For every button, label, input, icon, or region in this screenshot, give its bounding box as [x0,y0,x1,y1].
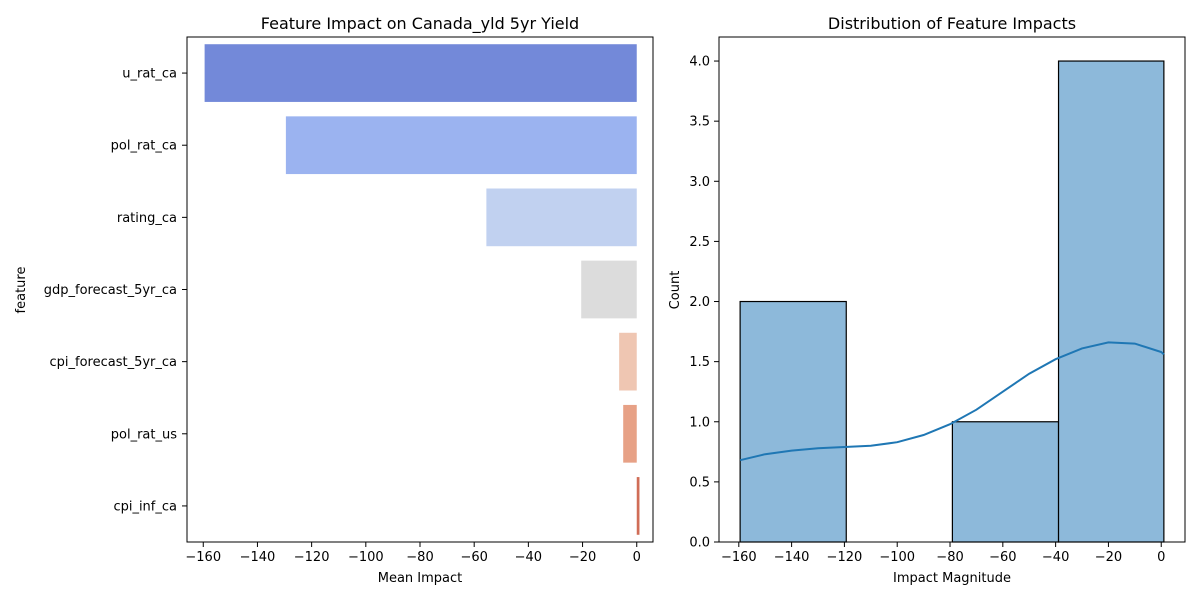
kde-curve [739,341,1165,462]
bar-gdp_forecast_5yr_ca [581,260,637,319]
x-tick-label: −60 [460,550,487,565]
x-tick-label: −40 [1042,550,1069,565]
y-tick-label: 0.5 [689,475,710,490]
y-tick-label-pol_rat_ca: pol_rat_ca [111,139,177,154]
left-y-ticks: u_rat_ca pol_rat_ca rating_ca gdp_forecast_… [44,67,187,514]
x-tick-label: −80 [406,550,433,565]
y-tick-label: 3.0 [689,175,710,190]
histogram-bin-3 [1057,60,1165,543]
x-tick-label: −40 [515,550,542,565]
right-histogram-chart: Distribution of Feature Impacts 0.0 0.5 1.… [668,14,1186,586]
x-tick-label: −140 [774,550,810,565]
y-tick-label-gdp_forecast_5yr_ca: gdp_forecast_5yr_ca [44,283,177,298]
y-tick-label-u_rat_ca: u_rat_ca [122,67,177,82]
x-tick-label: −100 [348,550,384,565]
x-tick-label: −140 [240,550,276,565]
x-tick-label: −100 [879,550,915,565]
left-axes-frame [186,36,654,543]
x-tick-label: −160 [721,550,757,565]
y-tick-label: 2.0 [689,295,710,310]
right-x-ticks: −160 −140 −120 −100 −80 −60 −40 −20 0 [721,542,1165,565]
x-tick-label: −80 [936,550,963,565]
x-tick-label: −20 [569,550,596,565]
right-axes-frame [718,36,1186,543]
x-tick-label: −20 [1095,550,1122,565]
bar-cpi_forecast_5yr_ca [619,332,637,391]
bar-cpi_inf_ca [636,477,640,535]
left-chart-title: Feature Impact on Canada_yld 5yr Yield [261,14,579,34]
right-y-axis-label: Count [668,271,683,310]
x-tick-label: 0 [633,550,641,565]
y-tick-label-cpi_forecast_5yr_ca: cpi_forecast_5yr_ca [49,355,177,370]
bar-pol_rat_ca [285,116,637,175]
y-tick-label-rating_ca: rating_ca [117,211,177,226]
x-tick-label: −160 [185,550,221,565]
right-chart-title: Distribution of Feature Impacts [828,14,1076,33]
bar-u_rat_ca [204,44,637,102]
left-x-axis-label: Mean Impact [378,571,463,586]
right-y-ticks: 0.0 0.5 1.0 1.5 2.0 2.5 3.0 3.5 4.0 [689,55,719,551]
bar-pol_rat_us [623,404,637,463]
y-tick-label: 0.0 [689,536,710,551]
y-tick-label: 1.0 [689,415,710,430]
y-tick-label-pol_rat_us: pol_rat_us [111,427,177,442]
histogram-bars [739,60,1165,543]
histogram-bin-0 [739,300,847,543]
right-x-axis-label: Impact Magnitude [893,571,1011,586]
y-tick-label: 3.5 [689,115,710,130]
x-tick-label: 0 [1157,550,1165,565]
left-y-axis-label: feature [14,267,29,314]
y-tick-label: 1.5 [689,355,710,370]
x-tick-label: −120 [294,550,330,565]
x-tick-label: −120 [827,550,863,565]
y-tick-label: 2.5 [689,235,710,250]
left-bars [204,44,640,535]
bar-rating_ca [486,188,637,247]
histogram-bin-2 [951,421,1060,543]
left-bar-chart: Feature Impact on Canada_yld 5yr Yield u… [14,14,654,586]
y-tick-label-cpi_inf_ca: cpi_inf_ca [113,499,177,514]
y-tick-label: 4.0 [689,55,710,70]
left-x-ticks: −160 −140 −120 −100 −80 −60 −40 −20 0 [185,542,641,565]
x-tick-label: −60 [989,550,1016,565]
